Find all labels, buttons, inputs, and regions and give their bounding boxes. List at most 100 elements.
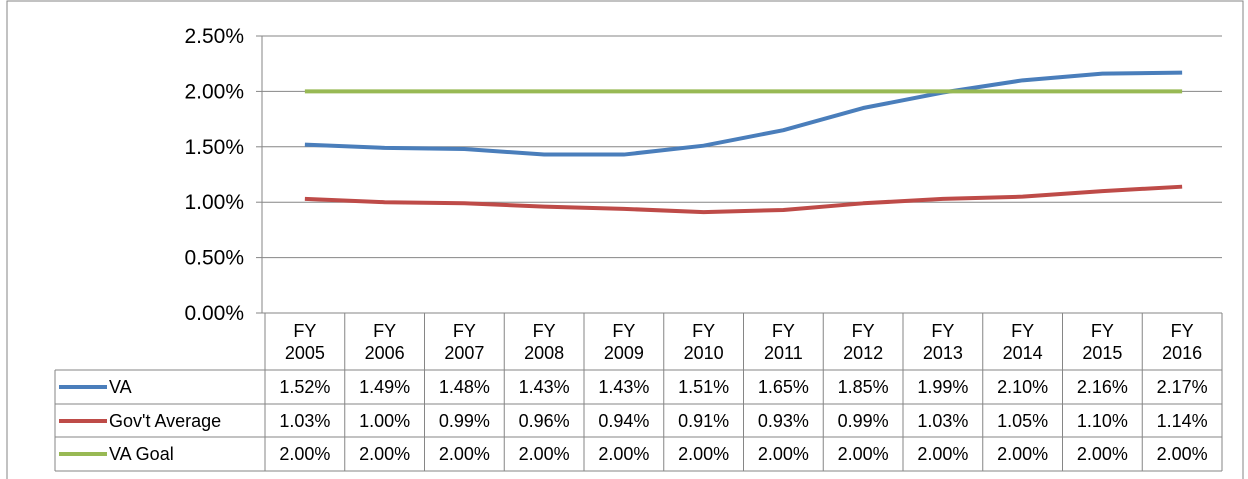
value-cell: 2.00%	[504, 437, 584, 471]
value-cell: 1.52%	[265, 370, 345, 404]
value-cell: 1.51%	[664, 370, 744, 404]
value-cell: 2.00%	[903, 437, 983, 471]
value-cell: 2.00%	[823, 437, 903, 471]
cell-text: 1.85%	[837, 377, 889, 397]
cell-text: 2.00%	[837, 444, 889, 464]
value-cell: 0.93%	[744, 404, 824, 437]
category-header: FY 2014	[983, 313, 1063, 370]
cell-text: 1.43%	[518, 377, 570, 397]
cell-text: FY 2011	[764, 320, 803, 363]
cell-text: 0.96%	[518, 410, 570, 431]
category-header: FY 2008	[504, 313, 584, 370]
cell-text: 1.10%	[1076, 410, 1128, 431]
legend-swatch	[59, 385, 107, 389]
category-header: FY 2012	[823, 313, 903, 370]
cell-text: 1.65%	[757, 377, 809, 397]
chart-border	[6, 0, 1244, 479]
cell-text: 2.00%	[438, 444, 490, 464]
cell-text: FY 2009	[603, 320, 644, 363]
value-cell: 1.49%	[345, 370, 425, 404]
y-tick-label: 1.50%	[184, 136, 244, 159]
y-tick-label: 1.00%	[184, 191, 244, 214]
value-cell: 2.00%	[744, 437, 824, 471]
category-header: FY 2011	[744, 313, 824, 370]
value-cell: 1.48%	[425, 370, 505, 404]
value-cell: 1.00%	[345, 404, 425, 437]
value-cell: 2.00%	[345, 437, 425, 471]
cell-text: FY 2016	[1162, 320, 1203, 363]
cell-text: 1.03%	[917, 410, 969, 431]
cell-text: 1.03%	[279, 410, 331, 431]
cell-text: 0.99%	[438, 410, 490, 431]
cell-text: 2.00%	[997, 444, 1049, 464]
value-cell: 2.00%	[584, 437, 664, 471]
legend-cell: VA	[55, 370, 265, 404]
cell-text: FY 2015	[1082, 320, 1123, 363]
cell-text: 0.91%	[678, 410, 730, 431]
value-cell: 1.03%	[265, 404, 345, 437]
cell-text: 1.52%	[279, 377, 331, 397]
cell-text: 2.00%	[757, 444, 809, 464]
legend-cell: VA Goal	[55, 437, 265, 471]
cell-text: FY 2010	[683, 320, 724, 363]
cell-text: 1.51%	[678, 377, 730, 397]
value-cell: 2.00%	[1063, 437, 1143, 471]
category-header: FY 2010	[664, 313, 744, 370]
category-header: FY 2005	[265, 313, 345, 370]
legend-swatch	[59, 418, 107, 423]
category-header: FY 2006	[345, 313, 425, 370]
cell-text: FY 2013	[922, 320, 963, 363]
category-header: FY 2007	[425, 313, 505, 370]
cell-text: 2.16%	[1076, 377, 1128, 397]
category-header: FY 2015	[1063, 313, 1143, 370]
value-cell: 1.65%	[744, 370, 824, 404]
cell-text: FY 2007	[444, 320, 485, 363]
cell-text: 2.00%	[1076, 444, 1128, 464]
y-tick-label: 0.50%	[184, 247, 244, 270]
value-cell: 1.14%	[1142, 404, 1222, 437]
value-cell: 0.99%	[425, 404, 505, 437]
y-tick-label: 2.00%	[184, 80, 244, 103]
series-line	[304, 70, 1183, 157]
value-cell: 0.99%	[823, 404, 903, 437]
value-cell: 2.00%	[1142, 437, 1222, 471]
value-cell: 0.91%	[664, 404, 744, 437]
value-cell: 1.99%	[903, 370, 983, 404]
value-cell: 1.05%	[983, 404, 1063, 437]
cell-text: 2.00%	[678, 444, 730, 464]
value-cell: 1.03%	[903, 404, 983, 437]
cell-text: FY 2012	[843, 320, 884, 363]
cell-text: 2.00%	[1156, 444, 1208, 464]
legend-label: VA	[109, 377, 132, 397]
cell-text: 1.14%	[1156, 410, 1208, 431]
cell-text: 0.93%	[757, 410, 809, 431]
value-cell: 2.00%	[983, 437, 1063, 471]
y-tick-label: 0.00%	[184, 302, 244, 325]
value-cell: 2.00%	[425, 437, 505, 471]
cell-text: FY 2014	[1002, 320, 1043, 363]
cell-text: 0.94%	[598, 410, 650, 431]
cell-text: FY 2006	[364, 320, 405, 363]
y-tick-label: 2.50%	[184, 25, 244, 48]
value-cell: 0.96%	[504, 404, 584, 437]
cell-text: 1.00%	[359, 410, 411, 431]
cell-text: 1.48%	[438, 377, 490, 397]
value-cell: 1.43%	[504, 370, 584, 404]
value-cell: 2.00%	[664, 437, 744, 471]
cell-text: 2.00%	[917, 444, 969, 464]
category-header: FY 2016	[1142, 313, 1222, 370]
cell-text: FY 2008	[524, 320, 565, 363]
value-cell: 1.85%	[823, 370, 903, 404]
value-cell: 2.16%	[1063, 370, 1143, 404]
cell-text: 2.00%	[518, 444, 570, 464]
value-cell: 2.00%	[265, 437, 345, 471]
cell-text: 2.10%	[997, 377, 1049, 397]
legend-swatch	[59, 452, 107, 456]
cell-text: 1.99%	[917, 377, 969, 397]
cell-text: FY 2005	[284, 320, 325, 363]
cell-text: 2.17%	[1156, 377, 1208, 397]
value-cell: 1.10%	[1063, 404, 1143, 437]
cell-text: 1.49%	[359, 377, 411, 397]
cell-text: 1.43%	[598, 377, 650, 397]
